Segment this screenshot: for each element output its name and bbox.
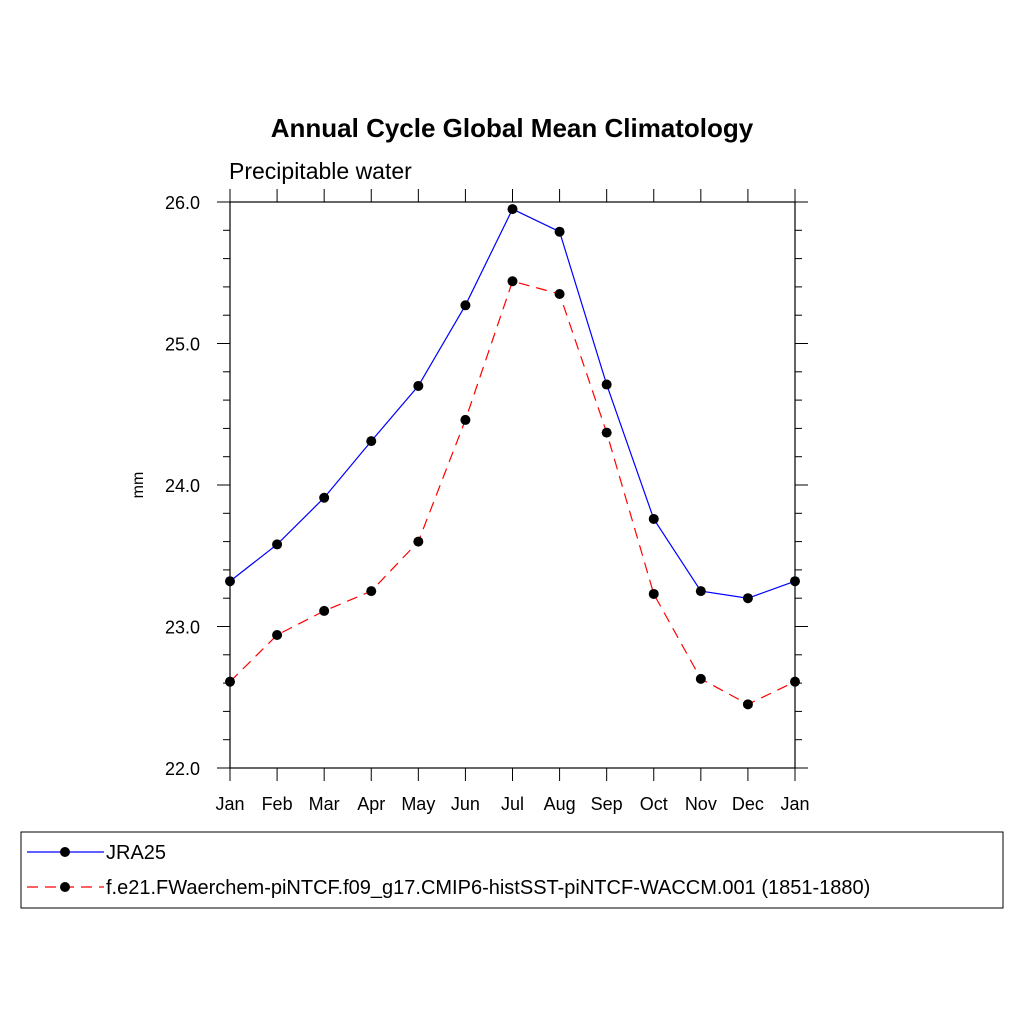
data-point <box>413 380 424 391</box>
series-line-2 <box>229 280 796 705</box>
x-tick-label: Jan <box>780 794 809 814</box>
series-line-1 <box>229 208 796 599</box>
data-point <box>366 586 377 597</box>
data-point <box>460 300 471 311</box>
axes: Jan Feb Mar Apr May Jun Jul Aug Sep Oct Nov Dec Jan 2… <box>165 189 810 814</box>
y-tick-label: 22.0 <box>165 759 200 779</box>
legend-label-1: JRA25 <box>106 842 166 864</box>
data-point <box>272 629 283 640</box>
y-tick-label: 26.0 <box>165 193 200 213</box>
x-tick-label: Aug <box>544 794 576 814</box>
data-point <box>601 379 612 390</box>
data-point <box>695 673 706 684</box>
data-point <box>366 436 377 447</box>
x-tick-label: Jul <box>501 794 524 814</box>
data-point <box>695 586 706 597</box>
chart-title: Annual Cycle Global Mean Climatology <box>271 113 754 143</box>
y-axis-label: mm <box>130 472 147 499</box>
x-tick-label: Jun <box>451 794 480 814</box>
plot-frame <box>229 201 796 769</box>
x-tick-label: Nov <box>685 794 717 814</box>
legend-box <box>20 831 1004 909</box>
y-tick-label: 25.0 <box>165 335 200 355</box>
x-tick-label: Feb <box>262 794 293 814</box>
x-tick-label: Jan <box>215 794 244 814</box>
y-tick-label: 23.0 <box>165 618 200 638</box>
x-tick-label: May <box>401 794 435 814</box>
data-point <box>648 588 659 599</box>
legend-label-2: f.e21.FWaerchem-piNTCF.f09_g17.CMIP6-his… <box>106 877 870 899</box>
data-point <box>272 539 283 550</box>
legend-marker <box>60 847 70 857</box>
data-point <box>413 536 424 547</box>
series-layer <box>225 204 800 710</box>
data-point <box>554 226 565 237</box>
legend-marker <box>60 882 70 892</box>
data-point <box>601 427 612 438</box>
x-tick-label: Mar <box>309 794 340 814</box>
data-point <box>742 699 753 710</box>
data-point <box>507 204 518 215</box>
data-point <box>554 288 565 299</box>
legend: JRA25 f.e21.FWaerchem-piNTCF.f09_g17.CMIP… <box>27 842 870 899</box>
data-point <box>790 676 800 687</box>
chart-subtitle: Precipitable water <box>229 158 412 184</box>
data-point <box>319 605 330 616</box>
x-tick-label: Oct <box>640 794 668 814</box>
data-point <box>319 492 330 503</box>
data-point <box>507 276 518 287</box>
x-tick-label: Dec <box>732 794 764 814</box>
x-tick-label: Sep <box>591 794 623 814</box>
x-tick-label: Apr <box>357 794 385 814</box>
data-point <box>225 676 235 687</box>
data-point <box>648 513 659 524</box>
y-tick-label: 24.0 <box>165 476 200 496</box>
data-point <box>790 576 800 587</box>
data-point <box>460 414 471 425</box>
data-point <box>225 576 235 587</box>
data-point <box>742 593 753 604</box>
